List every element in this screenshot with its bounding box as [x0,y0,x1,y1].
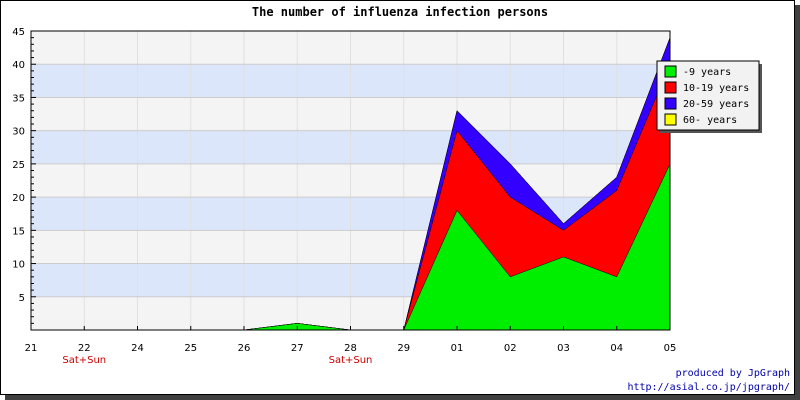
credit-line-1: produced by JpGraph [676,368,790,379]
y-tick-label: 45 [12,27,25,38]
x-tick-label: 21 [25,343,38,354]
y-tick-label: 30 [12,127,25,138]
x-tick-label: 05 [664,343,677,354]
legend: -9 years 10-19 years 20-59 years 60- years [656,60,762,133]
y-tick-label: 15 [12,226,25,237]
y-tick-label: 35 [12,93,25,104]
legend-swatch [664,65,677,78]
legend-swatch [664,97,677,110]
x-tick-label: 29 [397,343,410,354]
y-tick-label: 25 [12,160,25,171]
legend-label: -9 years [683,67,731,78]
x-tick-label: 26 [238,343,251,354]
x-tick-label: 22 [78,343,91,354]
x-tick-label: 03 [557,343,570,354]
x-tick-label: 02 [504,343,517,354]
x-tick-label: 27 [291,343,304,354]
legend-label: 60- years [683,115,737,126]
y-tick-label: 5 [19,293,25,304]
x-tick-label: 28 [344,343,357,354]
y-axis-ticks: 5 10 15 20 25 30 35 40 45 [12,27,36,324]
chart-title: The number of influenza infection person… [252,5,548,19]
legend-swatch [664,81,677,94]
x-axis-ticks: 21 22 24 25 26 27 28 29 01 02 03 04 05 Sat+Sun Sat+Sun [25,326,677,366]
legend-swatch [664,113,677,126]
x-tick-label: 25 [184,343,197,354]
legend-label: 10-19 years [683,83,749,94]
y-tick-label: 10 [12,260,25,271]
credit-line-2[interactable]: http://asial.co.jp/jpgraph/ [627,382,790,393]
weekend-annotation: Sat+Sun [329,355,373,366]
x-tick-label: 24 [131,343,144,354]
legend-label: 20-59 years [683,99,749,110]
y-tick-label: 20 [12,193,25,204]
frame-shadow-right [795,5,800,400]
weekend-annotation: Sat+Sun [62,355,106,366]
x-tick-label: 04 [610,343,623,354]
x-tick-label: 01 [451,343,464,354]
frame-shadow-bottom [5,395,800,400]
y-tick-label: 40 [12,60,25,71]
